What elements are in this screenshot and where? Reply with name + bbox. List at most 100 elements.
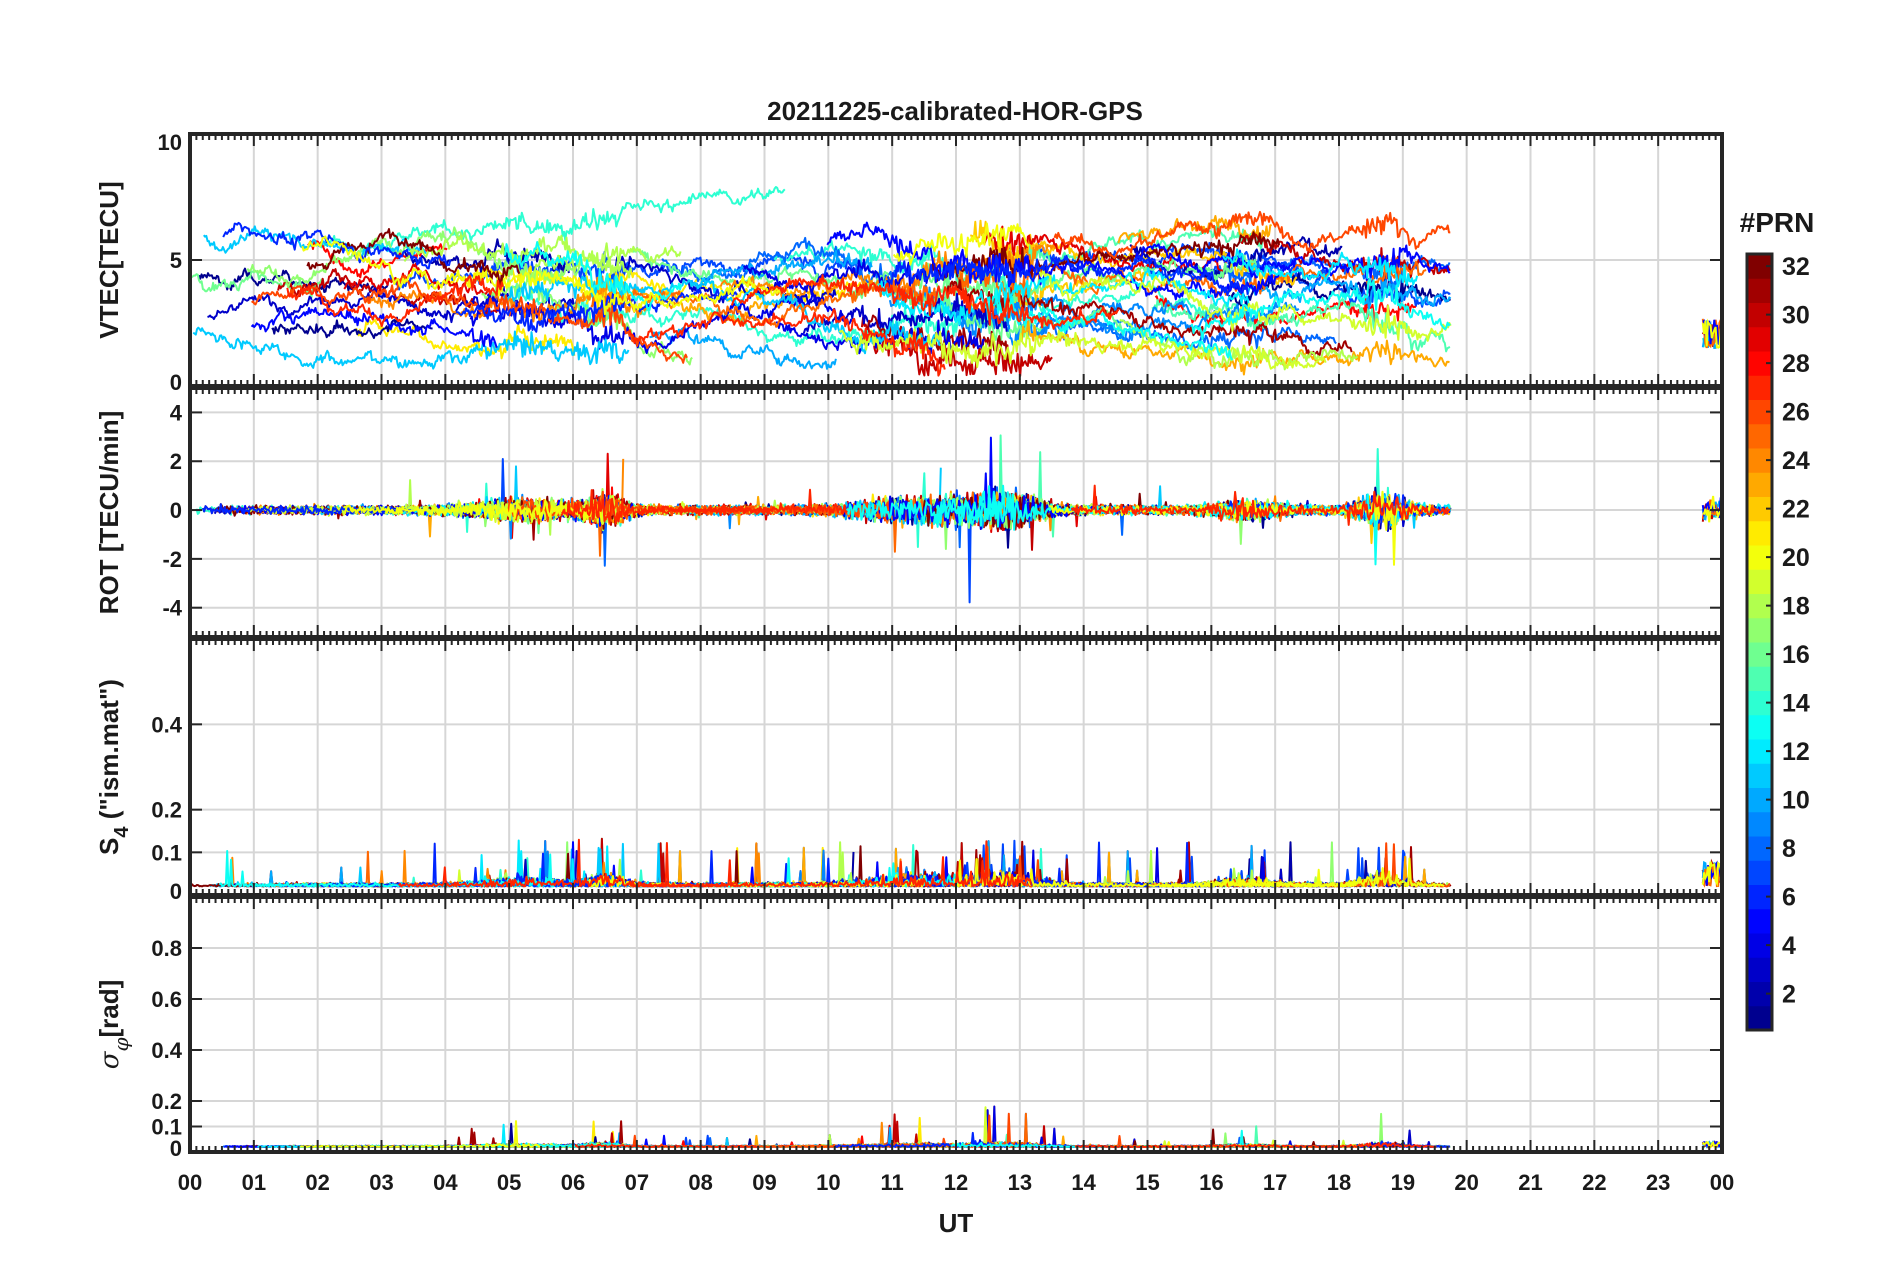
ylabel-rest: [rad] (94, 980, 124, 1038)
series-prn-30 (884, 1113, 1206, 1148)
x-tick-label: 23 (1646, 1170, 1670, 1195)
series-prn-27 (286, 274, 504, 328)
colorbar-swatch (1747, 617, 1772, 643)
x-axis-label: UT (939, 1208, 974, 1238)
colorbar-swatch (1747, 278, 1772, 303)
x-tick-label: 21 (1518, 1170, 1542, 1195)
y-tick-label-rot: 0 (170, 498, 182, 523)
y-tick-label-rot: -4 (162, 596, 182, 621)
series-prn-26 (250, 274, 688, 364)
series-prn-5 (1134, 243, 1451, 281)
ticks-rot (189, 388, 1722, 637)
series-prn-13 (1190, 277, 1451, 341)
colorbar-swatch (1747, 860, 1772, 885)
x-tick-label: 01 (242, 1170, 266, 1195)
x-tick-label: 16 (1199, 1170, 1223, 1195)
colorbar-tick-label: 26 (1782, 399, 1810, 427)
ylabel-part: S (94, 838, 124, 855)
x-tick-label: 02 (305, 1170, 329, 1195)
series-prn-20-late (1701, 318, 1722, 349)
ylabel-rest: ("ism.mat") (94, 679, 124, 826)
series-prn-20 (343, 499, 603, 523)
colorbar-tick-label: 16 (1782, 641, 1810, 669)
series-prn-26 (1053, 210, 1451, 260)
series-prn-12 (1222, 248, 1419, 288)
y-tick-label-sigphi: 0.4 (151, 1038, 182, 1063)
series-prn-25 (271, 850, 472, 888)
y-tick-label-s4: 0 (170, 879, 182, 904)
x-tick-label: 20 (1454, 1170, 1478, 1195)
y-axis-label-vtec: VTEC[TECU] (94, 181, 124, 338)
chart-title: 20211225-calibrated-HOR-GPS (767, 96, 1143, 126)
ylabel-sub: 4 (111, 826, 133, 838)
series-prn-12 (406, 1123, 813, 1148)
colorbar-tick-label: 20 (1782, 544, 1810, 572)
series-prn-10 (690, 249, 873, 290)
colorbar-tick-label: 6 (1782, 884, 1796, 912)
colorbar-tick-label: 4 (1782, 932, 1796, 960)
colorbar-tick-label: 24 (1782, 447, 1810, 475)
series-prn-29 (343, 262, 489, 295)
series-prn-20-late (1701, 861, 1722, 887)
ticks-sigphi (189, 897, 1722, 1153)
series-prn-20-late (1701, 1140, 1722, 1149)
grid-sigphi (190, 897, 1722, 1152)
panel-s4: 0 0.1 0.2 0.4 S4 ("ism.mat") (94, 637, 1724, 904)
series-prn-6 (886, 253, 1249, 296)
colorbar-swatch (1747, 763, 1772, 788)
colorbar-frame (1745, 252, 1774, 1032)
x-tick-label: 11 (881, 1170, 904, 1195)
colorbar-tick-label: 28 (1782, 350, 1810, 378)
series-prn-4 (742, 258, 929, 296)
series-prn-17 (246, 226, 582, 289)
colorbar-swatch (1747, 1005, 1772, 1031)
series-prn-11 (192, 326, 630, 370)
series-prn-6 (222, 221, 452, 270)
x-tick-label: 04 (433, 1170, 458, 1195)
colorbar-swatch (1747, 326, 1772, 352)
series-prn-27 (630, 840, 1033, 888)
colorbar-swatch (1747, 666, 1772, 691)
x-tick-label: 08 (688, 1170, 712, 1195)
series-prn-27 (628, 308, 946, 377)
x-tick-label: 05 (497, 1170, 521, 1195)
y-axis-label-s4: S4 ("ism.mat") (94, 679, 133, 855)
panel-rot: -4 -2 0 2 4 ROT [TECU/min] (94, 386, 1724, 639)
x-tick-label: 12 (944, 1170, 968, 1195)
grid-s4 (190, 639, 1722, 895)
series-prn-27 (574, 1143, 758, 1148)
series-prn-16 (912, 254, 1257, 306)
series-prn-1 (271, 316, 433, 339)
series-prn-15 (977, 434, 1352, 538)
series-prn-14 (311, 186, 786, 258)
ylabel-sub: φ (109, 1038, 133, 1052)
series-prn-13 (837, 484, 1007, 528)
ticks-vtec (189, 133, 1722, 387)
series-prn-20-late (1702, 495, 1722, 523)
y-axis-label-rot: ROT [TECU/min] (94, 411, 124, 615)
colorbar-tick-label: 32 (1782, 253, 1810, 281)
series-prn-27 (730, 274, 1120, 330)
x-tick-label: 10 (816, 1170, 840, 1195)
series-prn-13 (984, 289, 1233, 361)
y-axis-label-sigphi: σφ[rad] (94, 980, 133, 1070)
x-tick-label: 19 (1391, 1170, 1415, 1195)
colorbar-tick-label: 12 (1782, 738, 1810, 766)
y-tick-label-sigphi: 0.6 (151, 987, 182, 1012)
series-prn-19 (1038, 268, 1452, 342)
colorbar-swatch (1747, 423, 1772, 449)
series-prn-20 (953, 858, 1357, 888)
series-group-vtec (190, 186, 1722, 377)
colorbar-tick-label: 22 (1782, 496, 1810, 524)
x-tick-label: 17 (1263, 1170, 1287, 1195)
colorbar-swatch (1747, 375, 1772, 400)
colorbar-label: #PRN (1740, 207, 1815, 238)
y-tick-label-sigphi: 0.1 (151, 1115, 182, 1140)
series-prn-21 (355, 318, 576, 360)
panel-sigphi: 00.10.2 0.4 0.6 0.8 σφ[rad] 00 01 02 03 04 05 06 07 0… (94, 895, 1734, 1195)
x-tick-label: 13 (1008, 1170, 1032, 1195)
panel-vtec: 0 5 10 VTEC[TECU] (94, 130, 1724, 395)
colorbar-tick-label: 10 (1782, 787, 1810, 815)
